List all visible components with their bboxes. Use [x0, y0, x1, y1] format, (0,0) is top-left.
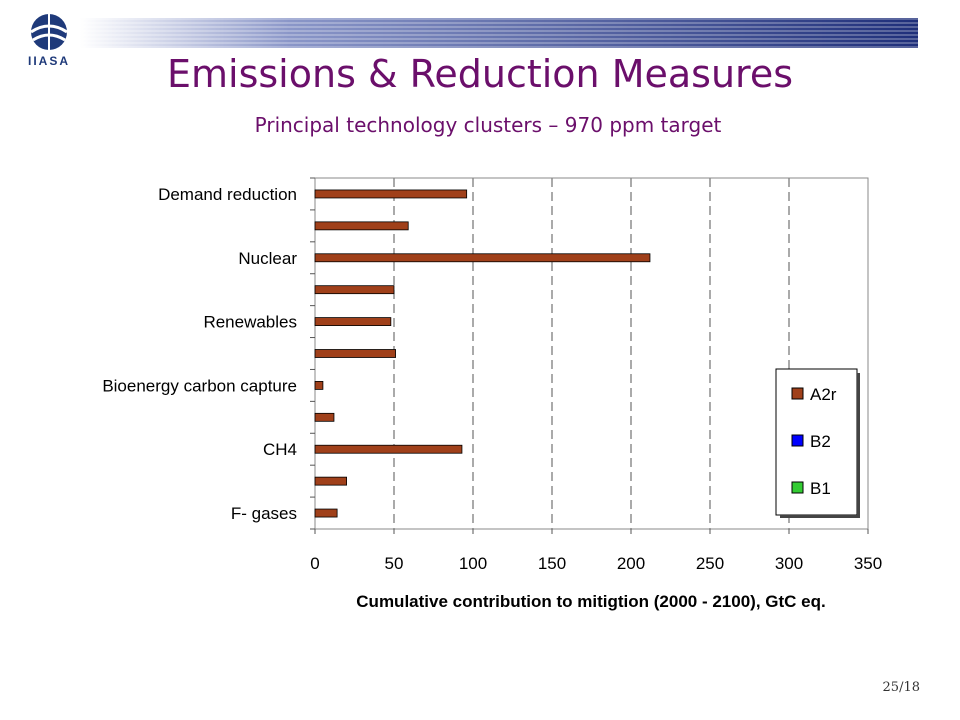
bar-a2r: [314, 476, 348, 486]
x-tick-label: 150: [538, 554, 566, 573]
bar-a2r: [314, 412, 335, 422]
y-category-label: F- gases: [231, 504, 297, 523]
y-category-label: Bioenergy carbon capture: [102, 376, 297, 395]
page-subtitle: Principal technology clusters – 970 ppm …: [254, 113, 722, 137]
y-category-label: Demand reduction: [158, 185, 297, 204]
x-tick-label: 50: [385, 554, 404, 573]
legend: A2r B2 B1: [775, 368, 860, 518]
bars: [314, 189, 651, 518]
page-number: 25/18: [882, 680, 920, 695]
legend-shadow: [857, 373, 860, 518]
y-category-label: Nuclear: [238, 249, 297, 268]
legend-swatch: [791, 481, 804, 494]
iiasa-logo: IIASA: [22, 10, 76, 70]
bar-a2r: [314, 253, 651, 263]
bar-a2r: [314, 381, 324, 390]
x-axis-label: Cumulative contribution to mitigtion (20…: [356, 592, 825, 611]
bar-a2r: [314, 317, 392, 326]
x-tick-label: 0: [310, 554, 319, 573]
legend-label: B2: [810, 432, 831, 451]
y-axis-ticks: Demand reduction Nuclear Renewables Bioener…: [102, 177, 315, 530]
bar-a2r: [314, 285, 395, 295]
x-tick-label: 200: [617, 554, 645, 573]
grid-lines: [393, 178, 790, 529]
bar-a2r: [314, 508, 338, 518]
x-tick-label: 250: [696, 554, 724, 573]
bar-a2r: [314, 444, 463, 454]
legend-label: A2r: [810, 385, 837, 404]
x-tick-label: 300: [775, 554, 803, 573]
header-band: [80, 18, 918, 48]
bar-a2r: [314, 189, 468, 199]
legend-label: B1: [810, 479, 831, 498]
globe-logo-icon: [30, 14, 68, 50]
bar-a2r: [314, 349, 396, 358]
x-tick-label: 100: [459, 554, 487, 573]
x-axis-ticks: 0 50 100 150 200 250 300 350: [310, 529, 882, 573]
legend-shadow-bottom: [780, 515, 860, 518]
legend-swatch: [791, 434, 804, 447]
y-category-label: CH4: [263, 440, 297, 459]
y-category-label: Renewables: [203, 313, 297, 332]
bar-a2r: [314, 221, 409, 231]
legend-swatch: [791, 387, 804, 400]
x-tick-label: 350: [854, 554, 882, 573]
legend-box: [775, 368, 858, 516]
logo-text: IIASA: [27, 54, 70, 68]
page-title: Emissions & Reduction Measures: [167, 52, 793, 96]
